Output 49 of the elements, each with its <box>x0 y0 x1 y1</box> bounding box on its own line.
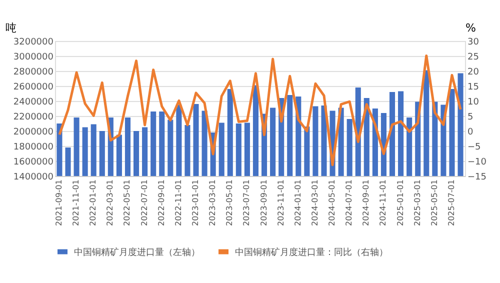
x-tick-label: 2024-07-01 <box>344 180 354 226</box>
y-tick-label: 1600000 <box>13 158 54 168</box>
y2-tick-label: 5 <box>468 112 474 122</box>
x-tick-label: 2023-11-01 <box>276 180 286 226</box>
line-series <box>58 54 462 166</box>
legend-label: 中国铜精矿月度进口量（左轴） <box>74 246 200 258</box>
x-tick-label: 2023-09-01 <box>259 180 268 226</box>
y2-tick-label: 15 <box>468 82 479 92</box>
y2-tick-label: 0 <box>468 128 474 138</box>
x-tick-label: 2025-05-01 <box>430 180 439 226</box>
x-tick-label: 2024-09-01 <box>362 180 371 226</box>
x-tick-label: 2023-03-01 <box>208 180 218 226</box>
y2-tick-label: 25 <box>468 52 479 62</box>
y-tick-label: 2000000 <box>13 128 54 138</box>
y-tick-label: 2600000 <box>13 82 54 92</box>
x-tick-label: 2022-03-01 <box>106 180 115 226</box>
y-tick-label: 1400000 <box>13 172 54 182</box>
y2-tick-label: 30 <box>468 38 480 48</box>
y2-axis-title: % <box>466 22 476 34</box>
y-tick-label: 2400000 <box>13 98 54 108</box>
x-tick-label: 2025-03-01 <box>412 180 422 226</box>
x-tick-label: 2024-05-01 <box>328 180 337 226</box>
x-tick-label: 2022-05-01 <box>122 180 132 226</box>
y2-tick-label: −10 <box>468 158 487 168</box>
x-tick-label: 2021-11-01 <box>72 180 81 226</box>
x-tick-label: 2024-01-01 <box>293 180 302 226</box>
y-tick-label: 1800000 <box>13 142 54 152</box>
x-tick-label: 2022-11-01 <box>174 180 183 226</box>
x-tick-label: 2022-09-01 <box>156 180 166 226</box>
y-tick-label: 3000000 <box>13 52 54 62</box>
x-tick-label: 2022-07-01 <box>140 180 149 226</box>
y2-tick-label: −15 <box>468 172 486 182</box>
y-axis-title: 吨 <box>6 22 16 34</box>
y2-tick-label: 10 <box>468 98 480 108</box>
y2-tick-label: −5 <box>468 142 481 152</box>
x-tick-label: 2025-07-01 <box>446 180 456 226</box>
y2-tick-label: 20 <box>468 68 480 78</box>
legend-label: 中国铜精矿月度进口量：同比（右轴） <box>235 246 388 258</box>
x-tick-label: 2025-01-01 <box>396 180 405 226</box>
x-tick-label: 2024-11-01 <box>378 180 388 226</box>
y-tick-label: 3200000 <box>13 38 54 48</box>
x-tick-label: 2022-01-01 <box>88 180 98 226</box>
y-tick-label: 2200000 <box>13 112 54 122</box>
x-tick-label: 2021-09-01 <box>54 180 64 226</box>
x-tick-label: 2023-07-01 <box>242 180 252 226</box>
y-tick-label: 2800000 <box>13 68 54 78</box>
x-tick-label: 2023-01-01 <box>191 180 200 226</box>
x-tick-label: 2024-03-01 <box>310 180 320 226</box>
x-tick-label: 2023-05-01 <box>225 180 234 226</box>
